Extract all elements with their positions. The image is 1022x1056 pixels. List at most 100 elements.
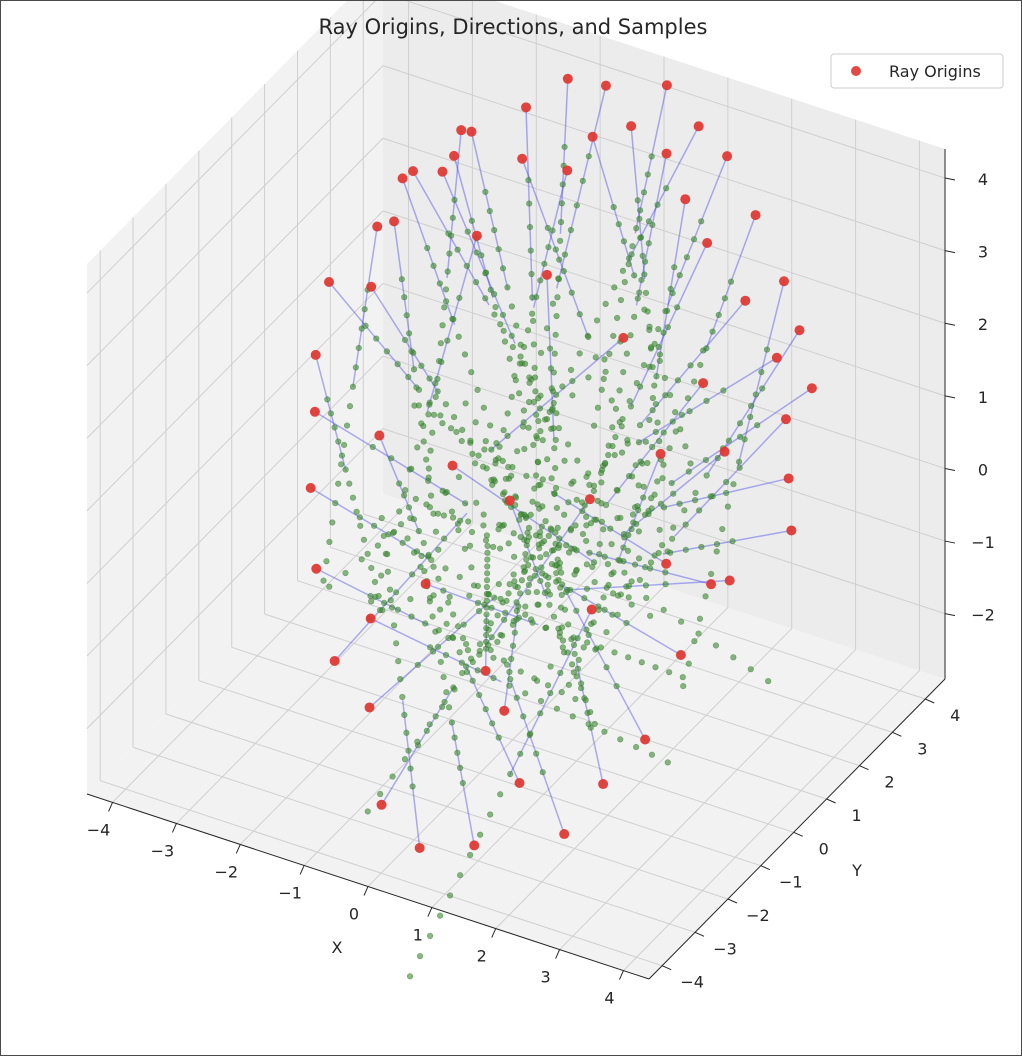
sample-point: [406, 973, 414, 980]
y-tick-label: 4: [950, 706, 960, 725]
sample-point: [361, 306, 368, 313]
z-tick-label: 3: [978, 243, 988, 262]
sample-point: [438, 358, 445, 366]
sample-point: [556, 559, 563, 567]
sample-point: [464, 228, 471, 235]
sample-point: [425, 411, 432, 418]
sample-point: [737, 433, 744, 440]
sample-point: [569, 377, 576, 385]
sample-point: [603, 629, 610, 636]
sample-point: [500, 427, 507, 434]
sample-point: [526, 223, 534, 231]
sample-point: [417, 563, 424, 571]
left-wall-pane: [87, 1, 383, 794]
sample-point: [502, 475, 509, 482]
z-tick-mark: [944, 613, 956, 617]
sample-point: [672, 409, 679, 416]
x-tick-mark: [618, 970, 624, 980]
sample-point: [525, 424, 532, 431]
sample-point: [426, 375, 433, 382]
ray-direction-line: [667, 155, 728, 305]
sample-point: [550, 399, 557, 407]
sample-point: [600, 526, 607, 533]
sample-point: [601, 356, 608, 363]
sample-point: [591, 579, 598, 586]
sample-point: [473, 249, 480, 256]
sample-point: [398, 276, 405, 283]
sample-point: [598, 518, 606, 525]
sample-point: [617, 296, 625, 304]
ray-origin-point: [675, 650, 686, 661]
sample-point: [426, 721, 433, 728]
sample-point: [414, 444, 421, 451]
y-tick-mark: [661, 965, 672, 971]
sample-point: [559, 637, 567, 644]
sample-point: [443, 620, 450, 627]
sample-point: [631, 561, 639, 568]
sample-point: [587, 708, 594, 716]
sample-point: [552, 246, 559, 253]
sample-point: [620, 544, 627, 551]
sample-point: [425, 474, 432, 481]
sample-point: [574, 665, 581, 672]
ray-origin-point: [499, 705, 510, 716]
sample-point: [323, 558, 330, 565]
sample-point: [352, 364, 359, 371]
sample-point: [612, 405, 620, 412]
sample-point: [394, 361, 401, 368]
sample-point: [490, 674, 497, 682]
sample-point: [684, 395, 692, 402]
sample-point: [685, 468, 692, 475]
sample-point: [621, 569, 628, 576]
sample-point: [484, 542, 491, 550]
sample-point: [583, 626, 590, 633]
y-tick-label: −2: [746, 906, 770, 925]
sample-point: [434, 643, 442, 650]
sample-point: [378, 514, 385, 522]
sample-point: [360, 536, 368, 543]
sample-point: [465, 518, 472, 525]
sample-point: [591, 516, 598, 523]
sample-point: [523, 556, 530, 563]
sample-point: [486, 207, 493, 215]
sample-point: [446, 704, 453, 711]
sample-point: [709, 328, 716, 335]
sample-point: [736, 464, 743, 471]
sample-point: [545, 244, 552, 251]
sample-point: [635, 482, 642, 489]
sample-point: [606, 350, 613, 357]
sample-point: [362, 322, 369, 329]
sample-point: [491, 311, 498, 318]
sample-point: [637, 207, 644, 214]
sample-point: [596, 540, 603, 548]
sample-point: [512, 377, 519, 384]
sample-point: [505, 540, 512, 547]
sample-point: [592, 646, 599, 653]
sample-point: [441, 698, 448, 706]
sample-point: [618, 449, 626, 456]
sample-point: [682, 546, 689, 553]
sample-point: [537, 349, 545, 356]
ray-origin-point: [706, 579, 717, 590]
ray-direction-line: [401, 700, 421, 849]
ray-origin-point: [456, 125, 467, 136]
sample-point: [371, 522, 378, 529]
sample-point: [568, 289, 575, 296]
sample-point: [669, 290, 676, 297]
y-tick-mark: [826, 798, 836, 804]
sample-point: [648, 751, 656, 758]
sample-point: [515, 603, 522, 610]
sample-point: [437, 340, 444, 347]
sample-point: [357, 522, 364, 529]
sample-point: [640, 189, 648, 196]
sample-point: [759, 385, 766, 392]
sample-point: [533, 750, 540, 757]
sample-point: [413, 384, 420, 391]
sample-point: [541, 416, 549, 423]
sample-point: [581, 595, 588, 602]
sample-point: [631, 313, 638, 320]
sample-point: [544, 682, 552, 689]
y-axis-label: Y: [851, 861, 862, 880]
sample-point: [591, 720, 598, 728]
sample-point: [450, 611, 457, 618]
